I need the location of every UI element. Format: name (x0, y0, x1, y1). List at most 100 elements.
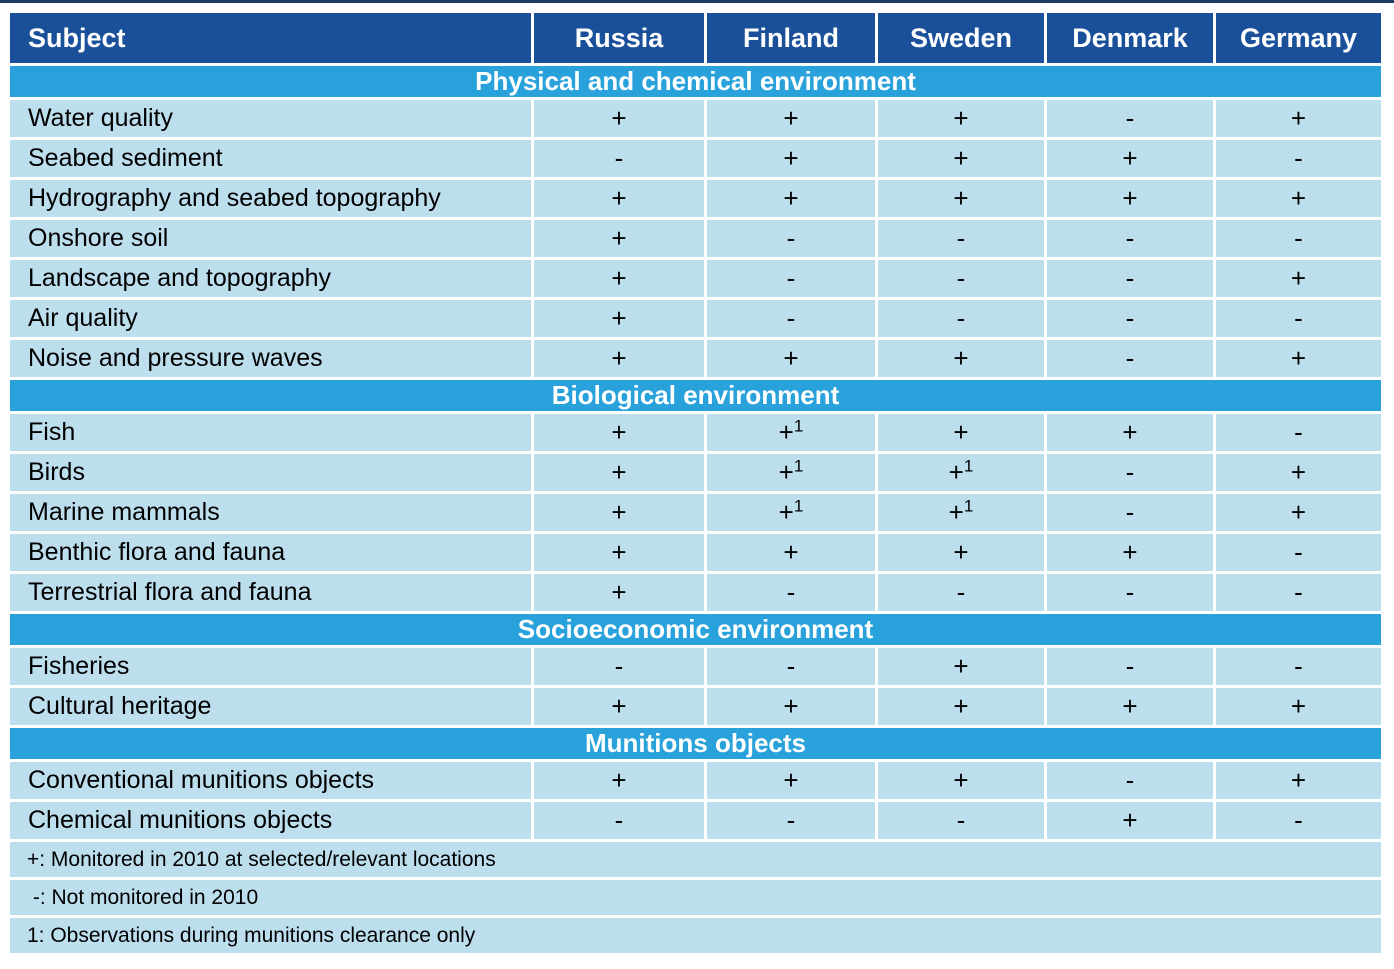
cell-value: - (1216, 300, 1381, 337)
cell-value: + (1047, 180, 1213, 217)
cell-value: - (534, 802, 704, 839)
column-header-denmark: Denmark (1047, 13, 1213, 63)
cell-value: + (878, 648, 1044, 685)
cell-value: - (1216, 534, 1381, 571)
footnote: -: Not monitored in 2010 (10, 880, 1381, 915)
row-label: Marine mammals (10, 494, 531, 531)
table-row: Conventional munitions objects + + + - + (10, 762, 1381, 799)
cell-value: + (878, 414, 1044, 451)
cell-value: + (534, 688, 704, 725)
section-header: Biological environment (10, 380, 1381, 411)
cell-value: - (534, 648, 704, 685)
cell-value: - (707, 260, 875, 297)
table-row: Water quality + + + - + (10, 100, 1381, 137)
footnote-marker: 1 (793, 416, 804, 436)
cell-value: +1 (878, 454, 1044, 491)
cell-value: - (1047, 260, 1213, 297)
cell-value: - (1047, 762, 1213, 799)
table-row: Chemical munitions objects - - - + - (10, 802, 1381, 839)
table-row: Seabed sediment - + + + - (10, 140, 1381, 177)
cell-value: - (707, 574, 875, 611)
cell-value: + (1216, 688, 1381, 725)
cell-value: + (1216, 180, 1381, 217)
footnote-marker: 1 (793, 496, 804, 516)
cell-value: - (1047, 648, 1213, 685)
cell-value: + (1047, 534, 1213, 571)
cell-value: + (534, 180, 704, 217)
table-row: Air quality + - - - - (10, 300, 1381, 337)
footnote: +: Monitored in 2010 at selected/relevan… (10, 842, 1381, 877)
cell-value: + (707, 534, 875, 571)
cell-value: + (1216, 100, 1381, 137)
cell-value: + (878, 688, 1044, 725)
footnote-marker: 1 (793, 456, 804, 476)
cell-value: - (707, 648, 875, 685)
monitoring-table: Subject Russia Finland Sweden Denmark Germany… (10, 13, 1381, 953)
cell-value: + (534, 454, 704, 491)
column-header-sweden: Sweden (878, 13, 1044, 63)
row-label: Benthic flora and fauna (10, 534, 531, 571)
cell-value: + (534, 340, 704, 377)
cell-value: + (878, 100, 1044, 137)
row-label: Birds (10, 454, 531, 491)
cell-value: - (1216, 414, 1381, 451)
row-label: Noise and pressure waves (10, 340, 531, 377)
footnote-marker: 1 (963, 456, 974, 476)
cell-value: - (1047, 494, 1213, 531)
cell-value: + (878, 340, 1044, 377)
cell-value: + (534, 300, 704, 337)
cell-value: + (534, 534, 704, 571)
cell-value: + (1047, 414, 1213, 451)
cell-value: - (1216, 648, 1381, 685)
row-label: Air quality (10, 300, 531, 337)
row-label: Chemical munitions objects (10, 802, 531, 839)
cell-value: + (878, 180, 1044, 217)
cell-value: + (534, 762, 704, 799)
cell-value: + (1216, 454, 1381, 491)
footnote: 1: Observations during munitions clearan… (10, 918, 1381, 953)
section-header: Physical and chemical environment (10, 66, 1381, 97)
row-label: Fisheries (10, 648, 531, 685)
cell-value: - (1047, 574, 1213, 611)
cell-value: + (707, 100, 875, 137)
table-row: Noise and pressure waves + + + - + (10, 340, 1381, 377)
table-row: Benthic flora and fauna + + + + - (10, 534, 1381, 571)
row-label: Onshore soil (10, 220, 531, 257)
cell-value: + (1216, 762, 1381, 799)
cell-value: + (534, 574, 704, 611)
table-row: Cultural heritage + + + + + (10, 688, 1381, 725)
column-header-russia: Russia (534, 13, 704, 63)
footnote-marker: 1 (963, 496, 974, 516)
cell-value: - (878, 574, 1044, 611)
cell-value: + (534, 100, 704, 137)
column-header-subject: Subject (10, 13, 531, 63)
cell-value: + (1216, 494, 1381, 531)
section-header: Socioeconomic environment (10, 614, 1381, 645)
cell-value: + (1216, 340, 1381, 377)
cell-value: + (534, 494, 704, 531)
table-header-row: Subject Russia Finland Sweden Denmark Germany (10, 13, 1381, 63)
cell-value: - (1216, 574, 1381, 611)
table-row: Birds + +1 +1- + (10, 454, 1381, 491)
cell-value: - (878, 802, 1044, 839)
row-label: Water quality (10, 100, 531, 137)
cell-value: + (534, 220, 704, 257)
cell-value: - (707, 220, 875, 257)
cell-value: - (707, 300, 875, 337)
row-label: Cultural heritage (10, 688, 531, 725)
cell-value: + (707, 688, 875, 725)
cell-value: +1 (707, 454, 875, 491)
cell-value: - (1047, 454, 1213, 491)
cell-value: - (534, 140, 704, 177)
page-top-border (0, 0, 1394, 3)
column-header-germany: Germany (1216, 13, 1381, 63)
row-label: Fish (10, 414, 531, 451)
table-row: Fish + +1 + + - (10, 414, 1381, 451)
table-row: Fisheries - - + - - (10, 648, 1381, 685)
cell-value: +1 (878, 494, 1044, 531)
cell-value: + (534, 414, 704, 451)
cell-value: + (878, 534, 1044, 571)
row-label: Landscape and topography (10, 260, 531, 297)
table-row: Hydrography and seabed topography + + + + + (10, 180, 1381, 217)
cell-value: + (707, 140, 875, 177)
